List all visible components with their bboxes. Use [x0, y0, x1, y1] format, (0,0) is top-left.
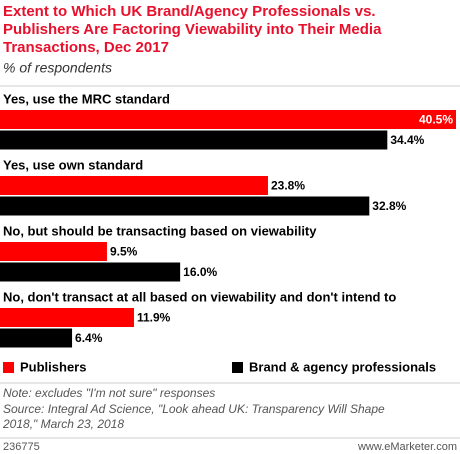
chart-title: Publishers Are Factoring Viewability int… — [3, 21, 382, 38]
bar — [0, 328, 73, 348]
category-label: No, but should be transacting based on v… — [3, 223, 317, 238]
bar — [0, 262, 181, 282]
value-label: 6.4% — [75, 331, 103, 345]
category-label: Yes, use the MRC standard — [3, 91, 170, 106]
subtitle: % of respondents — [3, 60, 112, 76]
bar — [0, 242, 107, 261]
legend-label: Publishers — [20, 359, 86, 374]
legend-swatch — [232, 362, 243, 373]
category-label: Yes, use own standard — [3, 157, 143, 172]
value-label: 16.0% — [183, 265, 217, 279]
value-label: 23.8% — [271, 179, 305, 193]
note: Note: excludes "I'm not sure" responses — [3, 386, 215, 400]
bar — [0, 176, 268, 195]
bar — [0, 196, 370, 216]
chart-title: Extent to Which UK Brand/Agency Professi… — [3, 3, 376, 20]
chart-id: 236775 — [3, 441, 40, 453]
legend-label: Brand & agency professionals — [249, 359, 436, 374]
value-label: 11.9% — [137, 311, 171, 325]
bar — [0, 130, 388, 150]
value-label: 40.5% — [419, 113, 453, 127]
bar — [0, 110, 456, 129]
value-label: 32.8% — [372, 199, 406, 213]
legend-swatch — [3, 362, 14, 373]
website: www.eMarketer.com — [357, 441, 457, 453]
note: Source: Integral Ad Science, "Look ahead… — [3, 402, 385, 416]
note: 2018," March 23, 2018 — [2, 417, 124, 431]
chart-title: Transactions, Dec 2017 — [3, 39, 169, 56]
category-label: No, don't transact at all based on viewa… — [3, 289, 396, 304]
value-label: 9.5% — [110, 245, 138, 259]
bar — [0, 308, 134, 327]
value-label: 34.4% — [390, 133, 424, 147]
